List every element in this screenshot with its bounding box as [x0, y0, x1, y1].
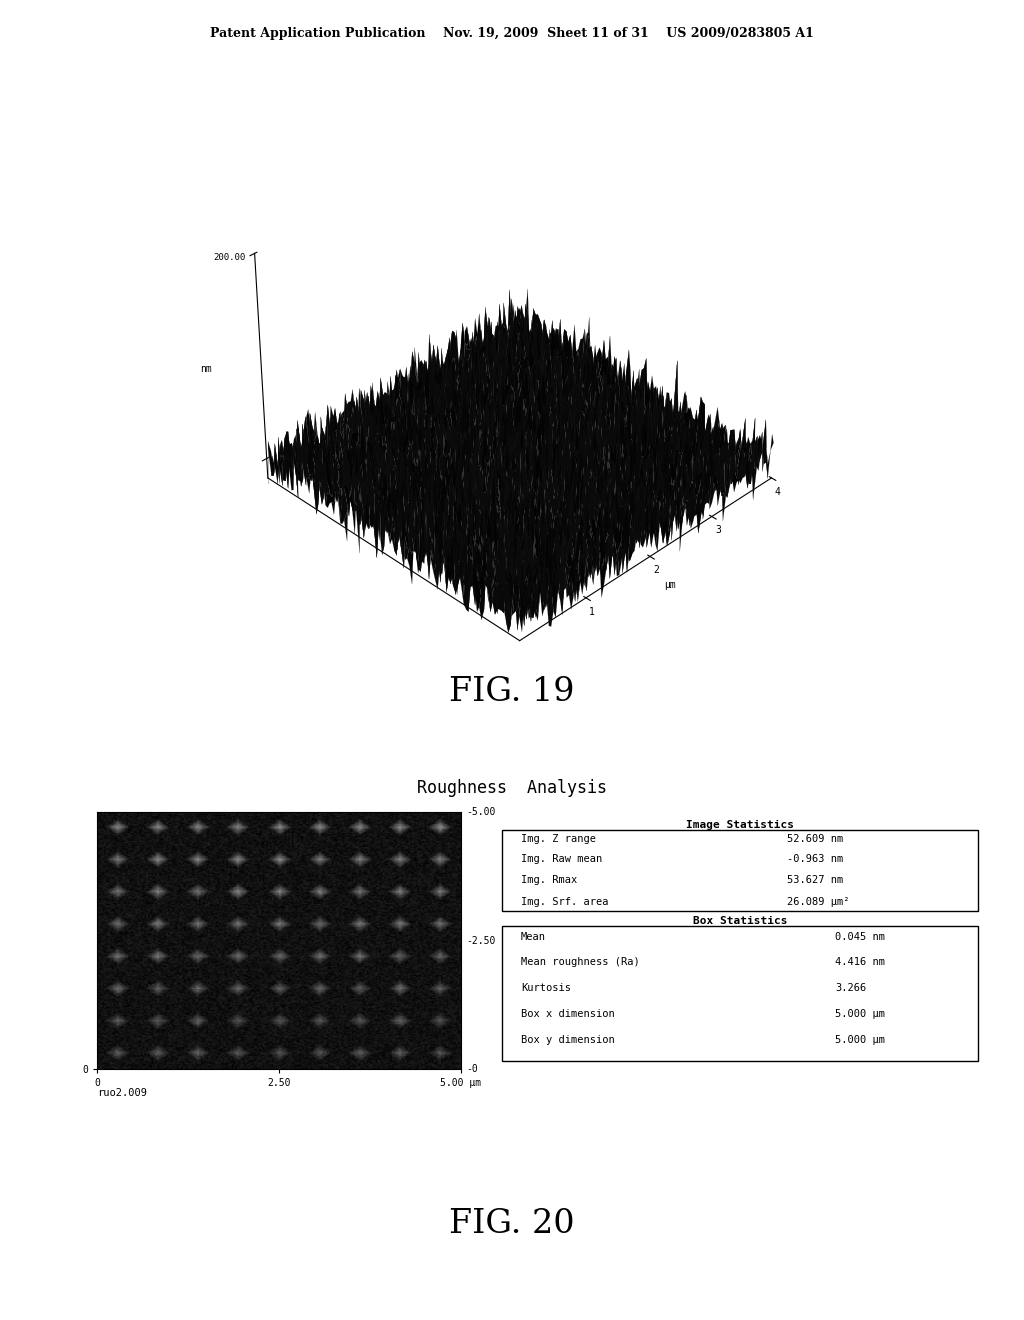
- Text: 53.627 nm: 53.627 nm: [787, 875, 844, 884]
- Text: -0.963 nm: -0.963 nm: [787, 854, 844, 865]
- Text: Peak Off     Summit Off     Zero Cross. Off Box  Cursor: Peak Off Summit Off Zero Cross. Off Box …: [55, 1104, 398, 1114]
- X-axis label: μm: μm: [664, 579, 676, 590]
- Text: Img. Rmax: Img. Rmax: [521, 875, 578, 884]
- Text: Patent Application Publication    Nov. 19, 2009  Sheet 11 of 31    US 2009/02838: Patent Application Publication Nov. 19, …: [210, 28, 814, 40]
- FancyBboxPatch shape: [502, 830, 978, 911]
- Text: -5.00: -5.00: [466, 807, 496, 817]
- Text: FIG. 19: FIG. 19: [450, 676, 574, 708]
- Text: Box y dimension: Box y dimension: [521, 1035, 614, 1044]
- Text: 26.089 μm²: 26.089 μm²: [787, 896, 850, 907]
- Text: 5.000 μm: 5.000 μm: [836, 1035, 885, 1044]
- Text: Peak  Surface Area  Summit  Zero Crossing  Stopband  Execute  Cursor: Peak Surface Area Summit Zero Crossing S…: [55, 752, 480, 763]
- Text: -2.50: -2.50: [466, 936, 496, 945]
- Text: 0.045 nm: 0.045 nm: [836, 932, 885, 941]
- Text: 3.266: 3.266: [836, 983, 866, 993]
- Text: Box x dimension: Box x dimension: [521, 1008, 614, 1019]
- Text: Kurtosis: Kurtosis: [521, 983, 570, 993]
- Text: Img. Raw mean: Img. Raw mean: [521, 854, 602, 865]
- Text: Roughness  Analysis: Roughness Analysis: [417, 779, 607, 797]
- Text: 5.000 μm: 5.000 μm: [836, 1008, 885, 1019]
- Text: 52.609 nm: 52.609 nm: [787, 834, 844, 843]
- Text: Mean roughness (Ra): Mean roughness (Ra): [521, 957, 640, 968]
- Text: Img. Srf. area: Img. Srf. area: [521, 896, 608, 907]
- Text: Box Statistics: Box Statistics: [692, 916, 787, 927]
- Text: -0: -0: [466, 1064, 477, 1074]
- Text: Mean: Mean: [521, 932, 546, 941]
- FancyBboxPatch shape: [502, 927, 978, 1061]
- Text: FIG. 20: FIG. 20: [450, 1208, 574, 1241]
- Text: ruo2.009: ruo2.009: [97, 1088, 147, 1098]
- Text: Image Statistics: Image Statistics: [686, 820, 794, 829]
- Text: Img. Z range: Img. Z range: [521, 834, 596, 843]
- Text: 4.416 nm: 4.416 nm: [836, 957, 885, 968]
